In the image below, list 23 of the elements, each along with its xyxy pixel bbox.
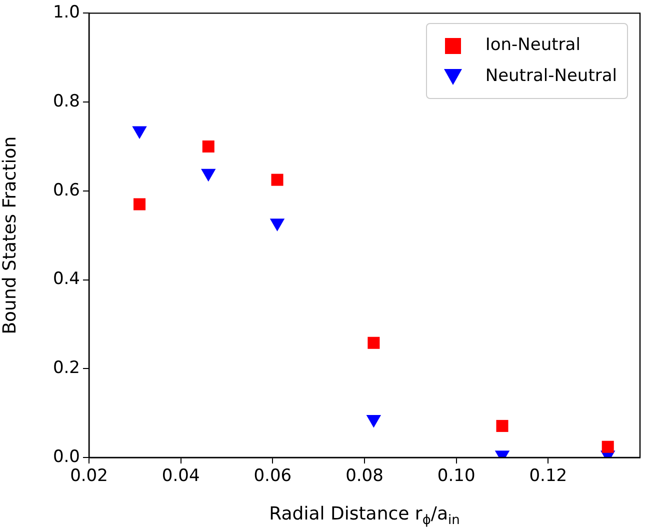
point (201, 168, 216, 182)
y-tick-label: 0.6 (52, 180, 80, 200)
y-tick-label: 0.2 (52, 358, 80, 378)
point (134, 198, 146, 210)
x-tick-label: 0.08 (346, 466, 384, 486)
point (271, 174, 284, 186)
point (202, 140, 214, 152)
legend-label: Neutral-Neutral (485, 65, 617, 88)
x-tick-label: 0.10 (437, 466, 476, 486)
point (496, 420, 508, 432)
x-tick-label: 0.02 (70, 466, 108, 486)
x-tick-label: 0.06 (254, 466, 292, 486)
point (132, 126, 147, 139)
x-tick-label: 0.04 (162, 466, 200, 486)
y-tick-label: 0.4 (52, 269, 80, 290)
legend-label: Ion-Neutral (485, 34, 580, 58)
y-tick-label: 0.0 (52, 446, 80, 467)
point (602, 440, 614, 453)
y-tick-label: 1.0 (52, 2, 80, 23)
point (368, 336, 380, 349)
x-tick-label: 0.12 (529, 466, 568, 486)
y-axis-title: Bound States Fraction (0, 136, 20, 334)
y-tick-label: 0.8 (52, 91, 80, 112)
